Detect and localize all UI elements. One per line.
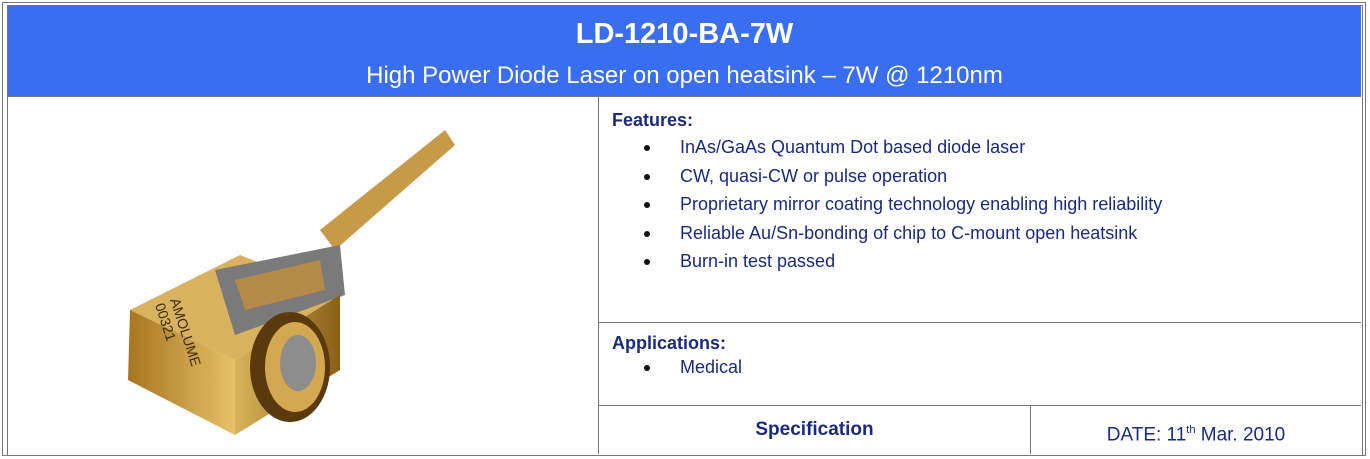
- date-sup: th: [1186, 424, 1196, 436]
- divider: [8, 96, 1361, 97]
- divider: [598, 405, 1361, 406]
- applications-list: Medical: [640, 353, 742, 382]
- applications-heading: Applications:: [612, 333, 727, 353]
- divider: [598, 97, 599, 454]
- border: [7, 5, 1363, 456]
- subtitle: High Power Diode Laser on open heatsink …: [366, 62, 1003, 89]
- list-item: Medical: [640, 353, 742, 382]
- list-item: Burn-in test passed: [640, 247, 1162, 276]
- list-item: CW, quasi-CW or pulse operation: [640, 162, 1162, 191]
- date-text: Mar. 2010: [1195, 424, 1286, 446]
- specification: Specification: [755, 419, 874, 440]
- divider: [598, 322, 1361, 323]
- title: LD-1210-BA-7W: [575, 18, 794, 50]
- divider: [1030, 405, 1031, 454]
- product-image: AMOLUME 00321: [128, 130, 455, 435]
- features-heading: Features:: [612, 110, 694, 130]
- list-item: Proprietary mirror coating technology en…: [640, 190, 1162, 219]
- date-text: DATE: 11: [1106, 424, 1187, 446]
- features-list: InAs/GaAs Quantum Dot based diode laser C…: [640, 133, 1162, 276]
- header: LD-1210-BA-7W High Power Diode Laser on …: [8, 6, 1361, 96]
- list-item: Reliable Au/Sn-bonding of chip to C-moun…: [640, 219, 1162, 248]
- date: DATE: 11th Mar. 2010: [1031, 406, 1361, 454]
- list-item: InAs/GaAs Quantum Dot based diode laser: [640, 133, 1162, 162]
